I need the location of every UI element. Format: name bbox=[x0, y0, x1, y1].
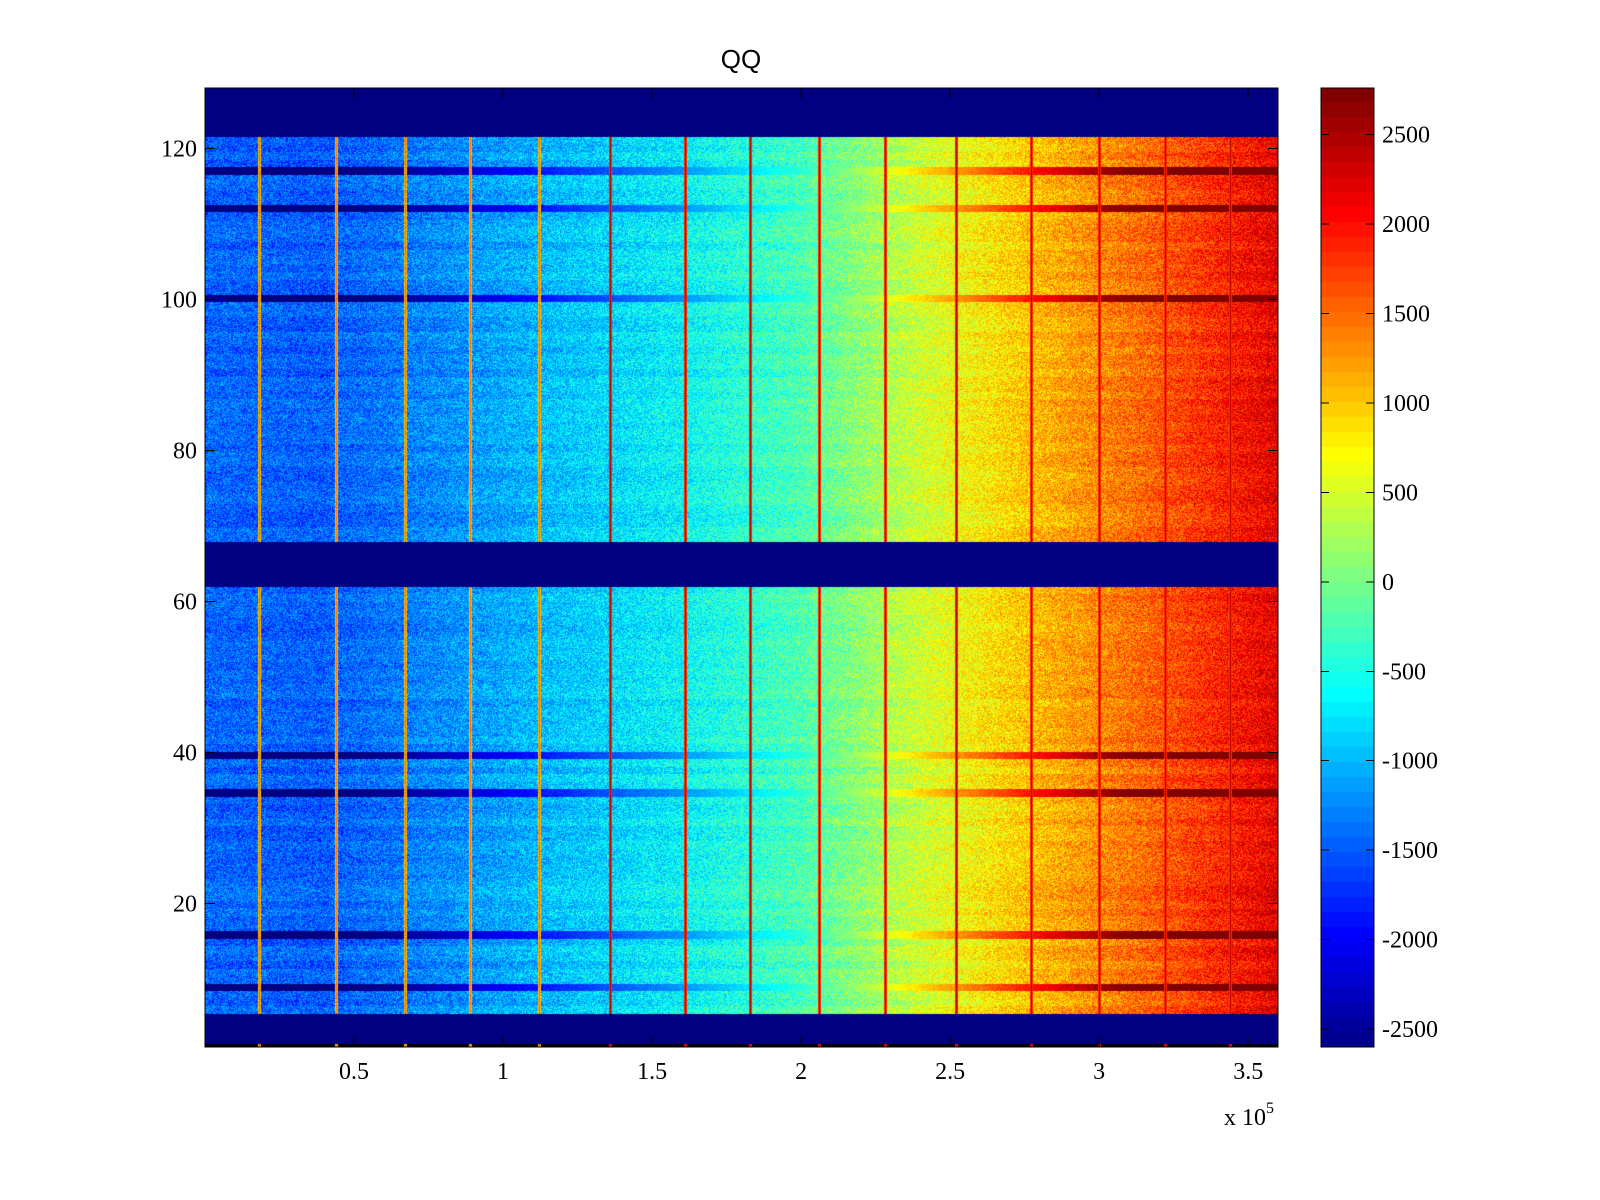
y-tick-label: 80 bbox=[173, 438, 197, 464]
heatmap-image bbox=[205, 88, 1278, 1047]
plot-area bbox=[204, 87, 1279, 1048]
colorbar-tick-label: -1000 bbox=[1382, 749, 1438, 775]
colorbar-tick-label: 0 bbox=[1382, 570, 1394, 596]
colorbar-tick-label: -2000 bbox=[1382, 928, 1438, 954]
colorbar-tick-label: 1000 bbox=[1382, 391, 1430, 417]
y-tick-label: 60 bbox=[173, 589, 197, 615]
colorbar-ticks: 2500 2000 1500 1000 500 0 -500 -1000 -1500 -2000 -… bbox=[1321, 123, 1438, 1043]
plot-frame bbox=[204, 87, 1279, 1048]
chart-title: QQ bbox=[721, 44, 761, 74]
y-axis: 20 40 60 80 100 120 bbox=[161, 136, 1278, 918]
colorbar: 2500 2000 1500 1000 500 0 -500 -1000 -1500 -2000 -… bbox=[1320, 87, 1438, 1048]
colorbar-tick-label: 2000 bbox=[1382, 212, 1430, 238]
colorbar-gradient bbox=[1321, 88, 1374, 1047]
x-tick-label: 3 bbox=[1093, 1059, 1105, 1085]
y-tick-label: 100 bbox=[161, 287, 197, 313]
x-axis: 0.5 1 1.5 2 2.5 3 3.5 bbox=[339, 88, 1263, 1085]
colorbar-tick-label: -500 bbox=[1382, 659, 1426, 685]
x-tick-label: 2.5 bbox=[935, 1059, 965, 1085]
colorbar-tick-label: 1500 bbox=[1382, 301, 1430, 327]
x-tick-label: 1 bbox=[497, 1059, 509, 1085]
x-tick-label: 0.5 bbox=[339, 1059, 369, 1085]
colorbar-tick-label: -2500 bbox=[1382, 1017, 1438, 1043]
colorbar-tick-label: 500 bbox=[1382, 480, 1418, 506]
x-tick-label: 2 bbox=[795, 1059, 807, 1085]
colorbar-tick-label: 2500 bbox=[1382, 123, 1430, 149]
y-tick-label: 120 bbox=[161, 136, 197, 162]
y-tick-label: 20 bbox=[173, 892, 197, 918]
colorbar-tick-label: -1500 bbox=[1382, 838, 1438, 864]
y-tick-label: 40 bbox=[173, 741, 197, 767]
x-tick-label: 1.5 bbox=[637, 1059, 667, 1085]
x-exponent-label: x 105 bbox=[1224, 1100, 1274, 1131]
colorbar-frame bbox=[1320, 87, 1375, 1048]
x-tick-label: 3.5 bbox=[1233, 1059, 1263, 1085]
